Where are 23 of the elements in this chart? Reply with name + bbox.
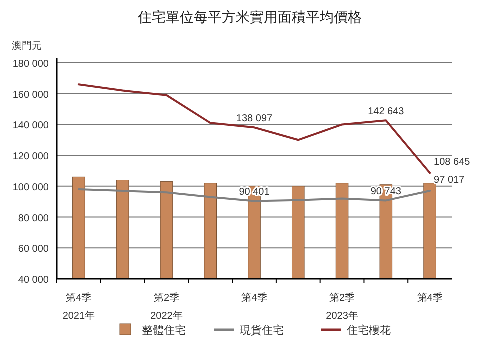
x-tick-label: 第4季	[417, 292, 443, 304]
y-tick-label: 60 000	[18, 244, 50, 256]
y-tick-label: 120 000	[12, 152, 50, 163]
x-tick-label: 第2季 2022年	[150, 292, 183, 322]
y-tick-label: 80 000	[18, 213, 50, 224]
legend-label: 整體住宅	[142, 324, 186, 337]
chart-title: 住宅單位每平方米實用面積平均價格	[137, 9, 362, 25]
data-label: 138 097	[236, 114, 274, 125]
x-tick-label: 第4季 2021年	[62, 292, 96, 322]
legend-label: 住宅樓花	[347, 324, 391, 337]
x-tick-label: 第2季 2023年	[326, 292, 358, 322]
x-tick-label: 第4季	[242, 292, 268, 304]
legend-label: 現貨住宅	[240, 324, 284, 337]
y-tick-label: 40 000	[18, 275, 50, 286]
y-tick-label: 160 000	[12, 90, 50, 101]
y-axis-title: 澳門元	[12, 40, 42, 52]
data-label: 142 643	[368, 106, 405, 118]
y-tick-label: 100 000	[12, 182, 50, 194]
y-tick-label: 180 000	[12, 59, 50, 70]
line-series	[78, 84, 432, 174]
data-label: 97 017	[434, 175, 466, 186]
y-tick-label: 140 000	[12, 120, 50, 132]
data-label: 108 645	[434, 157, 471, 168]
